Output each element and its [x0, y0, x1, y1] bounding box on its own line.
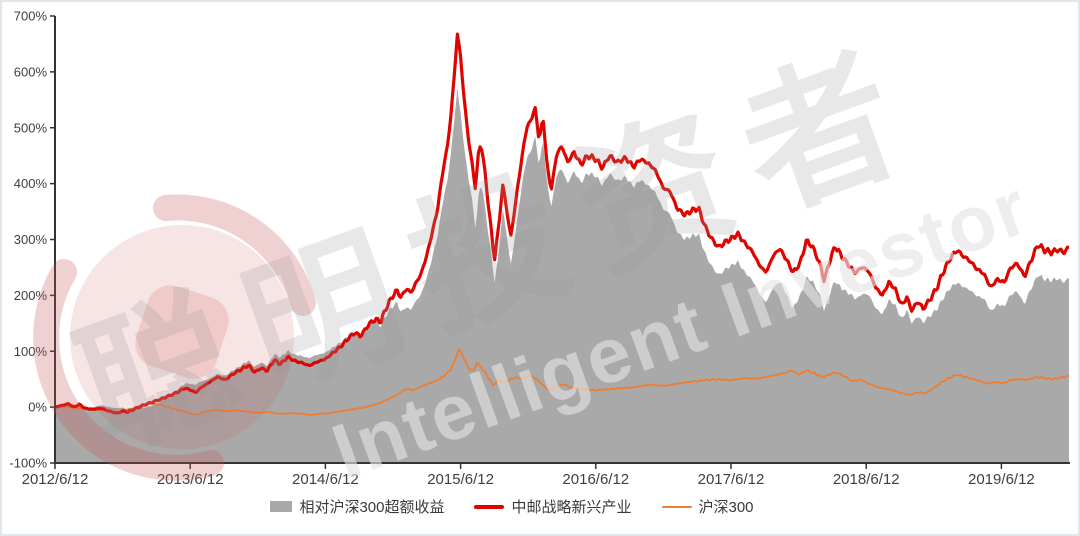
y-tick-label: 300%: [14, 232, 48, 247]
x-tick-label: 2015/6/12: [427, 471, 494, 488]
y-tick-label: 600%: [14, 64, 48, 79]
legend-item-excess: 相对沪深300超额收益: [270, 496, 444, 517]
x-tick-label: 2018/6/12: [833, 471, 900, 488]
legend-label-excess: 相对沪深300超额收益: [299, 499, 445, 516]
y-tick-label: 0%: [28, 400, 47, 415]
x-tick-label: 2013/6/12: [157, 471, 224, 488]
legend-label-index: 沪深300: [698, 499, 754, 516]
excess-return-area: [55, 88, 1069, 463]
legend-item-fund: 中邮战略新兴产业: [474, 496, 632, 517]
y-tick-label: 200%: [14, 288, 48, 303]
csi300-line: [54, 348, 1070, 416]
legend-label-fund: 中邮战略新兴产业: [511, 499, 632, 516]
x-tick-label: 2017/6/12: [698, 471, 765, 488]
x-tick-label: 2019/6/12: [968, 471, 1035, 488]
x-tick-label: 2012/6/12: [22, 471, 89, 488]
x-tick-label: 2014/6/12: [292, 471, 359, 488]
y-tick-label: -100%: [9, 456, 47, 471]
y-tick-label: 100%: [14, 344, 48, 359]
index-line-swatch: [661, 505, 692, 508]
excess-area-swatch: [270, 501, 293, 512]
y-tick-label: 500%: [14, 120, 48, 135]
x-tick-label: 2016/6/12: [562, 471, 629, 488]
chart-legend: 相对沪深300超额收益 中邮战略新兴产业 沪深300: [2, 496, 1052, 517]
y-tick-label: 400%: [14, 176, 48, 191]
fund-line: [54, 32, 1069, 415]
fund-line-swatch: [474, 504, 505, 509]
legend-item-index: 沪深300: [661, 496, 754, 517]
y-tick-label: 700%: [14, 9, 48, 24]
